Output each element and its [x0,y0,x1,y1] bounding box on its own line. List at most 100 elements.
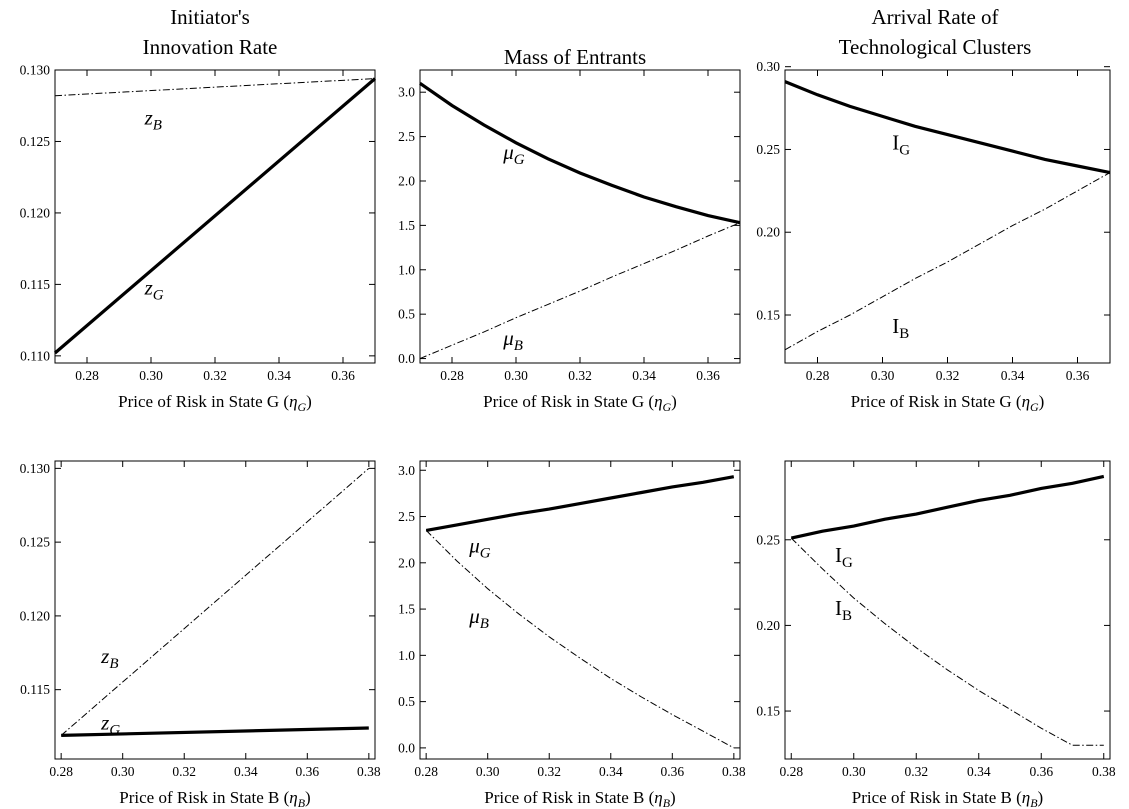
x-axis-label: Price of Risk in State G (ηG) [851,392,1045,414]
chart-mass-of-entrants-eta-b: 0.28 0.30 0.32 0.34 0.36 0.38 0.0 0.5 1.0 1.5 2.0 2… [398,460,746,809]
y-tick-label: 0.120 [20,205,51,220]
series-line-dashdot [54,78,376,97]
plot-frame [54,460,376,760]
y-tick-label: 0.5 [398,307,415,322]
y-tick-label: 0.125 [20,134,51,149]
x-tick-label: 0.28 [779,764,803,779]
chart-mass-of-entrants-eta-g: 0.28 0.30 0.32 0.34 0.36 0.0 0.5 1.0 1.5 2.0 2.5 3.… [398,69,741,414]
x-tick-label: 0.32 [537,764,561,779]
y-tick-label: 2.0 [398,555,415,570]
x-axis-label: Price of Risk in State G (ηG) [483,392,677,414]
column-title-arrival-rate: Arrival Rate of Technological Clusters [838,5,1032,59]
x-axis-label: Price of Risk in State B (ηB) [119,788,310,809]
chart-arrival-rate-eta-g: 0.28 0.30 0.32 0.34 0.36 0.15 0.20 0.25 0.30 IG IB… [756,59,1111,414]
x-tick-label: 0.34 [967,764,991,779]
y-tick-label: 0.130 [20,63,51,78]
series-line-dashdot [419,222,741,360]
x-tick-label: 0.28 [49,764,73,779]
chart-innovation-rate-eta-g: 0.28 0.30 0.32 0.34 0.36 0.110 0.115 0.120 0.125… [20,63,377,414]
series-label: zG [100,710,120,738]
x-tick-label: 0.30 [842,764,866,779]
x-tick-label: 0.34 [234,764,258,779]
series-label: μB [468,604,489,632]
series-line-solid [790,474,1105,540]
series-line-solid [53,77,377,355]
y-tick-label: 1.5 [398,602,415,617]
x-tick-label: 0.36 [696,368,720,383]
series-line-dashdot [425,530,735,749]
x-tick-label: 0.28 [75,368,99,383]
x-tick-label: 0.38 [722,764,746,779]
x-tick-label: 0.36 [1066,368,1090,383]
x-axis-label: Price of Risk in State G (ηG) [118,392,312,414]
column-title-innovation-rate: Initiator's Innovation Rate [142,5,278,59]
x-tick-label: 0.30 [504,368,528,383]
x-tick-label: 0.36 [660,764,684,779]
y-tick-label: 0.0 [398,351,415,366]
y-tick-label: 0.5 [398,694,415,709]
y-tick-label: 3.0 [398,85,415,100]
series-line-solid [784,80,1111,175]
y-tick-label: 0.25 [756,532,780,547]
x-tick-label: 0.34 [1001,368,1025,383]
y-tick-label: 2.5 [398,129,415,144]
y-tick-label: 3.0 [398,463,415,478]
y-tick-label: 2.0 [398,173,415,188]
y-tick-label: 0.20 [756,225,780,240]
series-label: zB [100,644,118,672]
x-tick-label: 0.32 [203,368,227,383]
y-tick-label: 0.125 [20,535,51,550]
y-tick-label: 0.25 [756,142,780,157]
y-tick-label: 0.0 [398,740,415,755]
plot-frame [784,69,1111,364]
x-tick-label: 0.34 [632,368,656,383]
x-tick-label: 0.30 [476,764,500,779]
y-tick-label: 2.5 [398,509,415,524]
y-tick-label: 0.115 [20,277,50,292]
y-tick-label: 0.20 [756,618,780,633]
y-tick-label: 1.0 [398,262,415,277]
x-tick-label: 0.36 [295,764,319,779]
column-title-mass-of-entrants: Mass of Entrants [503,45,647,69]
x-tick-label: 0.32 [904,764,928,779]
plot-frame [784,460,1111,760]
x-tick-label: 0.30 [871,368,895,383]
series-label: IB [835,596,852,624]
x-tick-label: 0.28 [806,368,830,383]
y-tick-label: 1.5 [398,218,415,233]
x-tick-label: 0.38 [357,764,381,779]
plot-frame [419,460,741,760]
y-tick-label: 0.120 [20,608,51,623]
series-label: IG [835,543,853,571]
x-tick-label: 0.30 [139,368,163,383]
series-label: IG [892,130,910,158]
y-tick-label: 0.130 [20,461,51,476]
series-line-solid [61,726,369,737]
x-axis-label: Price of Risk in State B (ηB) [484,788,675,809]
series-line-solid [425,475,735,532]
series-line-dashdot [790,537,1104,746]
x-tick-label: 0.36 [1029,764,1053,779]
x-tick-label: 0.30 [111,764,135,779]
x-axis-label: Price of Risk in State B (ηB) [852,788,1043,809]
series-label: μB [502,326,523,354]
y-tick-label: 1.0 [398,648,415,663]
x-tick-label: 0.28 [440,368,464,383]
series-label: μG [502,140,525,168]
y-tick-label: 0.30 [756,59,780,74]
y-tick-label: 0.115 [20,682,50,697]
x-tick-label: 0.34 [267,368,291,383]
series-label: zB [144,105,162,133]
x-tick-label: 0.32 [936,368,960,383]
y-tick-label: 0.15 [756,704,780,719]
x-tick-label: 0.36 [331,368,355,383]
series-line-solid [419,81,741,225]
series-line-dashdot [60,468,370,736]
series-label: μG [468,534,491,562]
chart-arrival-rate-eta-b: 0.28 0.30 0.32 0.34 0.36 0.38 0.15 0.20 0.25 IG IB… [756,460,1116,809]
x-tick-label: 0.32 [568,368,592,383]
x-tick-label: 0.28 [414,764,438,779]
series-label: IB [892,314,909,342]
x-tick-label: 0.38 [1092,764,1116,779]
y-tick-label: 0.15 [756,307,780,322]
